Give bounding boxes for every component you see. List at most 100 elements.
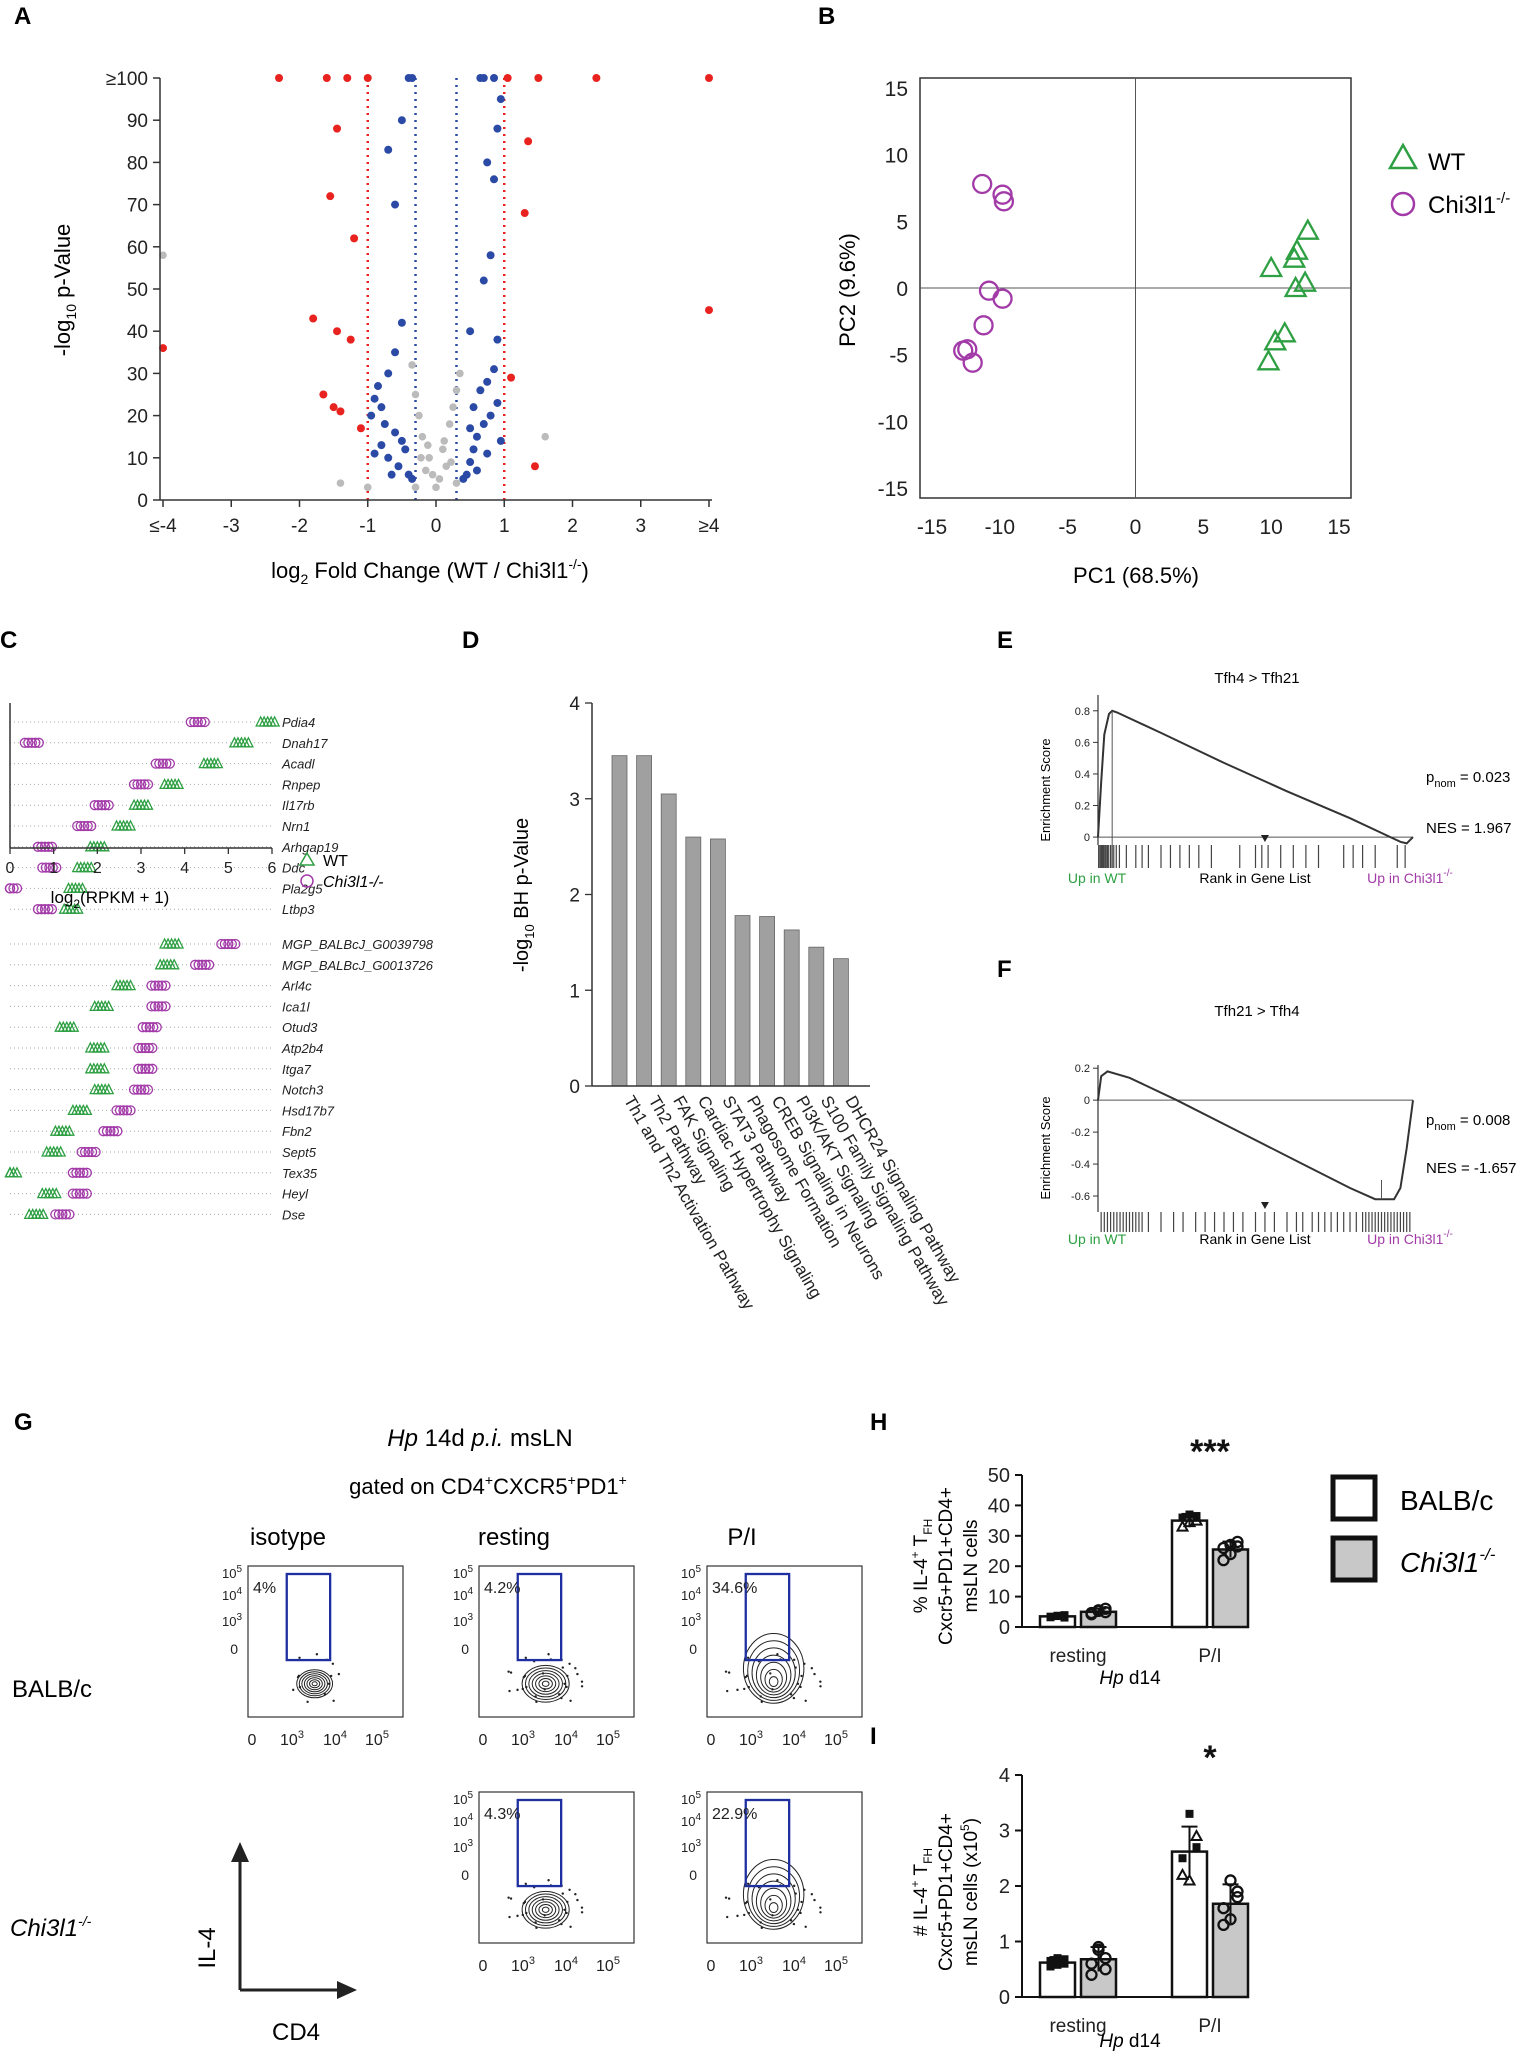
flow-plot-ko-resting-event [535,1926,538,1930]
panel-c-point-ko [71,1167,82,1178]
panel-c-point-ko [40,862,51,873]
panel-e-pnom: pnom = 0.023 [1426,769,1510,790]
panel-c-point-ko [150,758,161,769]
panel-h-ytick-label: 10 [988,1587,1010,1609]
panel-h-point [1231,1540,1244,1553]
panel-c-point-wt [142,798,154,810]
panel-d-bar [759,916,775,1087]
panel-f-ytick-label: 0 [1084,1095,1090,1107]
panel-a-ytick-label: 40 [127,322,148,343]
panel-b-ytick-label: 15 [885,78,908,101]
panel-a-point-ns [159,251,167,260]
panel-c-point-ko [223,938,234,950]
flow-plot-balb-resting-event [560,1696,563,1700]
panel-c-gene-label: Sept5 [282,1145,317,1160]
panel-h-category-label: resting [1049,1646,1106,1667]
legend-b-wt-marker [1387,142,1419,170]
flow-plot-ko-pi-event [759,1921,762,1924]
flow-plot-balb-pi-event [794,1666,797,1669]
panel-a-ytick-label: 60 [127,238,148,259]
flow-plot-balb-pi-contour [747,1640,801,1701]
flow-plot-balb-pi-xtick-label: 104 [782,1729,806,1749]
flow-plot-ko-pi-gate-pct: 22.9% [712,1806,757,1823]
flow-plot-ko-resting-event [541,1898,545,1901]
flow-plot-balb-pi-event [727,1671,731,1674]
panel-b-point-ko [973,315,994,336]
flow-plot-ko-pi-event [819,1906,822,1909]
flow-plot-ko-pi-contour [768,1902,779,1914]
panel-i-point [1053,1954,1062,1963]
flow-plot-ko-resting-event [568,1888,571,1892]
flow-plot-ko-pi-xtick-label: 0 [707,1958,716,1975]
flow-plot-balb-resting-gate-pct: 4.2% [484,1580,520,1597]
flow-plot-ko-resting-event [563,1908,566,1911]
flow-plot-balb-pi-event [819,1680,822,1683]
panel-d-bar [611,755,628,1087]
panel-c-point-ko [67,1188,79,1199]
flow-plot-ko-resting-event [547,1879,550,1882]
flow-plot-ko-pi-event [803,1888,806,1892]
panel-c-point-ko [139,779,150,790]
panel-a-point-blue [479,74,488,82]
panel-i-xlabel: Hp d14 [1099,2031,1161,2052]
flow-plot-ko-pi-event [727,1897,731,1900]
panel-c-point-ko [111,1105,122,1116]
flow-plot-balb-isotype-xtick-label: 0 [248,1732,257,1749]
flow-plot-balb-resting-event [547,1653,550,1656]
panel-h-point [1217,1553,1230,1567]
panel-e-label: E [997,627,1013,654]
panel-c-point-ko [164,758,175,769]
panel-c-point-wt [124,819,137,831]
flow-plot-ko-pi-event [760,1926,763,1930]
panel-a-ticks: ≤-4 -3 -2 -1 0 1 2 3 ≥4 0 10 20 30 40 50 60 70 80 90 ≥100 [106,69,720,537]
flow-arrow-y-head [231,1842,249,1862]
flow-plot-balb-resting-ytick-label: 105 [453,1564,473,1581]
panel-i-point [1099,1963,1112,1976]
legend-hi-balbc-swatch [1330,1474,1378,1522]
panel-a-point-blue [384,453,393,462]
panel-a-xlabel: log2 Fold Change (WT / Chi3l1-/-) [271,556,589,587]
legend-b-ko-label: Chi3l1-/- [1428,190,1510,219]
panel-a-point-ns [418,432,427,441]
flow-plot-balb-resting-event [568,1662,571,1666]
panel-i-point [1182,1873,1197,1886]
panel-b-xtick-label: -5 [1058,516,1077,539]
panel-i-point [1217,1902,1230,1915]
legend-c-wt-label: WT [323,853,348,870]
panel-c-point-ko [149,1001,161,1012]
panel-c-content: Pdia4 Dnah17 Acadl Rnpep Il17rb Nrn1 Arhgap19 D… [4,715,434,1222]
flow-plot-balb-resting-event [534,1695,537,1698]
panel-a-point-ns [440,437,448,445]
flow-plot-ko-pi-ytick-label: 103 [681,1838,701,1855]
panel-c-xtick-label: 2 [93,860,102,877]
panel-c-point-ko [148,1022,159,1033]
flow-plot-balb-isotype-event [329,1674,333,1678]
flow-plot-balb-resting-event [561,1666,564,1669]
panel-h-ytick-label: 0 [999,1617,1010,1639]
panel-b: B -15 -10 -5 0 5 10 15 -15 -10 -5 0 5 10 15 PC2 (9.6%… [818,3,1510,588]
flow-plot-ko-pi-event [789,1919,793,1922]
flow-plot-balb-isotype-event [327,1682,331,1685]
flow-plot-balb-isotype-contour [303,1675,326,1693]
panel-d-ytick-label: 3 [569,790,580,811]
panel-i-point [1224,1913,1237,1926]
flow-plot-ko-resting-event [509,1897,513,1900]
panel-a-point-ns [336,479,345,487]
panel-c-point-ko [82,820,93,832]
flow-plot-ko-resting-event [525,1911,528,1915]
panel-i-point [1178,1854,1187,1863]
flow-plot-ko-resting-ytick-label: 103 [453,1838,473,1855]
flow-plot-balb-pi-contour [742,1633,805,1704]
flow-plot-balb-isotype-contour [309,1679,321,1689]
panel-e-ylabel: Enrichment Score [1038,738,1053,841]
flow-plot-balb-pi-event [804,1699,807,1702]
panel-c-point-ko [79,1146,91,1158]
flow-plot-balb-isotype-gate [285,1572,332,1662]
panel-a-point-blue [380,420,389,429]
panel-f-pnom: pnom = 0.008 [1426,1112,1510,1133]
panel-a-point-blue [493,335,502,344]
flow-plot-balb-pi-contour [760,1661,788,1693]
panel-c-point-ko [33,737,44,748]
panel-c-point-wt [168,958,180,970]
panel-a-point-ns [435,475,444,483]
